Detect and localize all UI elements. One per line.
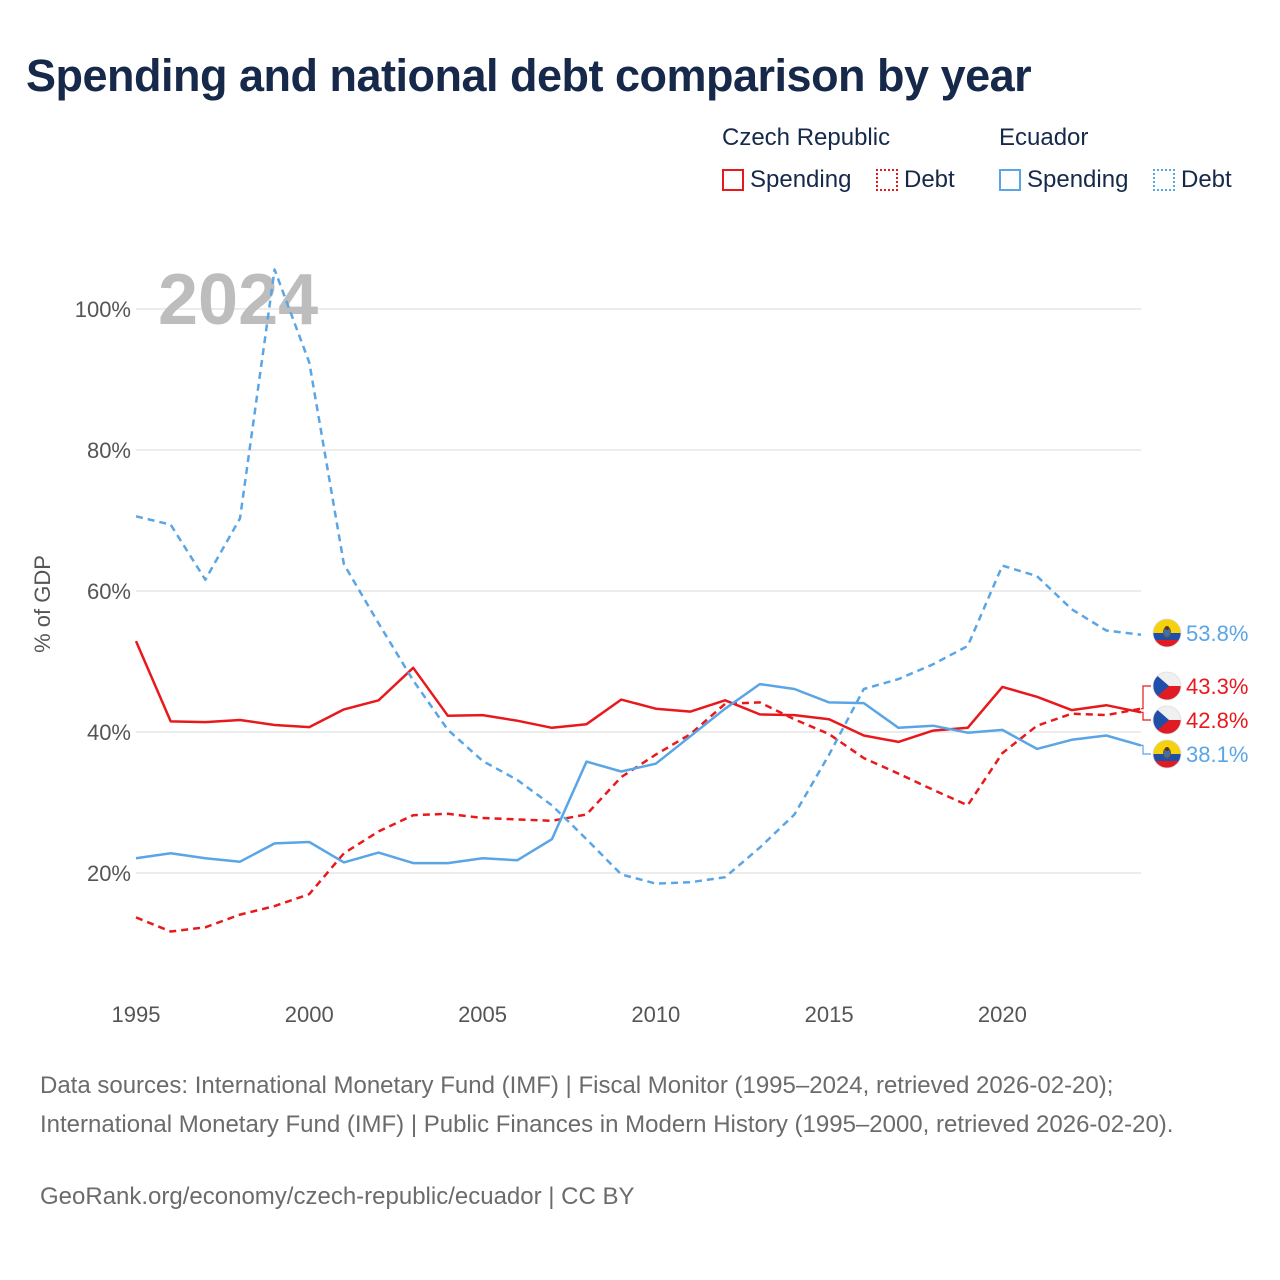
- legend-ecuador-debt[interactable]: Debt: [1153, 165, 1232, 195]
- legend-ecuador-spending[interactable]: Spending: [999, 165, 1128, 195]
- legend-swatch-ecuador-spending: [999, 169, 1021, 191]
- legend-swatch-ecuador-debt: [1153, 169, 1175, 191]
- end-value-label: 53.8%: [1186, 621, 1248, 646]
- legend-czech-title: Czech Republic: [722, 124, 891, 151]
- series-line-czech-republic-spending[interactable]: [134, 640, 1142, 744]
- y-axis-label: % of GDP: [30, 555, 55, 653]
- end-value-label: 38.1%: [1186, 742, 1248, 767]
- x-tick-label: 2000: [285, 1002, 334, 1027]
- end-value-label: 42.8%: [1186, 708, 1248, 733]
- legend-swatch-czech-debt: [876, 169, 898, 191]
- chart-title: Spending and national debt comparison by…: [26, 50, 1032, 101]
- year-watermark: 2024: [158, 260, 318, 340]
- end-label-czech-republic-debt: 43.3%: [1141, 671, 1248, 710]
- x-tick-label: 2005: [458, 1002, 507, 1027]
- legend-label: Debt: [904, 166, 955, 193]
- x-tick-label: 2010: [631, 1002, 680, 1027]
- end-value-label: 43.3%: [1186, 674, 1248, 699]
- y-tick-label: 60%: [87, 579, 131, 604]
- end-label-ecuador-spending: 38.1%: [1141, 739, 1248, 769]
- x-tick-label: 1995: [112, 1002, 161, 1027]
- legend-label: Debt: [1181, 166, 1232, 193]
- x-tick-label: 2020: [978, 1002, 1027, 1027]
- credit-link[interactable]: GeoRank.org/economy/czech-republic/ecuad…: [40, 1183, 635, 1210]
- end-labels: 42.8% 43.3% 38.1% 53.8%: [1141, 618, 1248, 769]
- series-layer: [134, 268, 1142, 933]
- end-label-czech-republic-spending: 42.8%: [1141, 705, 1248, 735]
- legend-label: Spending: [1027, 166, 1129, 193]
- y-tick-label: 100%: [75, 297, 131, 322]
- series-line-czech-republic-debt[interactable]: [135, 701, 1142, 933]
- x-tick-label: 2015: [805, 1002, 854, 1027]
- end-label-ecuador-debt: 53.8%: [1152, 618, 1248, 648]
- legend-czech-spending[interactable]: Spending: [722, 165, 851, 195]
- y-tick-labels: 20% 40% 60% 80% 100%: [75, 297, 131, 886]
- label-connector: [1141, 711, 1151, 721]
- ecuador-flag-icon: [1152, 739, 1182, 769]
- legend-czech-debt[interactable]: Debt: [876, 165, 955, 195]
- czech-flag-icon: [1152, 671, 1182, 701]
- line-chart: 2024 % of GDP 20% 40% 60% 80% 100% 1995 2000 2…: [30, 260, 1248, 1027]
- ecuador-flag-icon: [1152, 618, 1182, 648]
- legend-label: Spending: [750, 166, 852, 193]
- legend-swatch-czech-spending: [722, 169, 744, 191]
- y-tick-label: 40%: [87, 720, 131, 745]
- series-line-ecuador-debt[interactable]: [135, 268, 1142, 885]
- y-tick-label: 20%: [87, 861, 131, 886]
- series-line-ecuador-spending[interactable]: [135, 682, 1142, 865]
- x-tick-labels: 1995 2000 2005 2010 2015 2020: [112, 1002, 1027, 1027]
- grid-layer: [136, 308, 1141, 874]
- label-connector: [1141, 685, 1151, 710]
- legend-ecuador-title: Ecuador: [999, 124, 1089, 151]
- data-sources: Data sources: International Monetary Fun…: [40, 1072, 1174, 1138]
- label-connector: [1141, 744, 1151, 755]
- y-tick-label: 80%: [87, 438, 131, 463]
- czech-flag-icon: [1152, 705, 1182, 735]
